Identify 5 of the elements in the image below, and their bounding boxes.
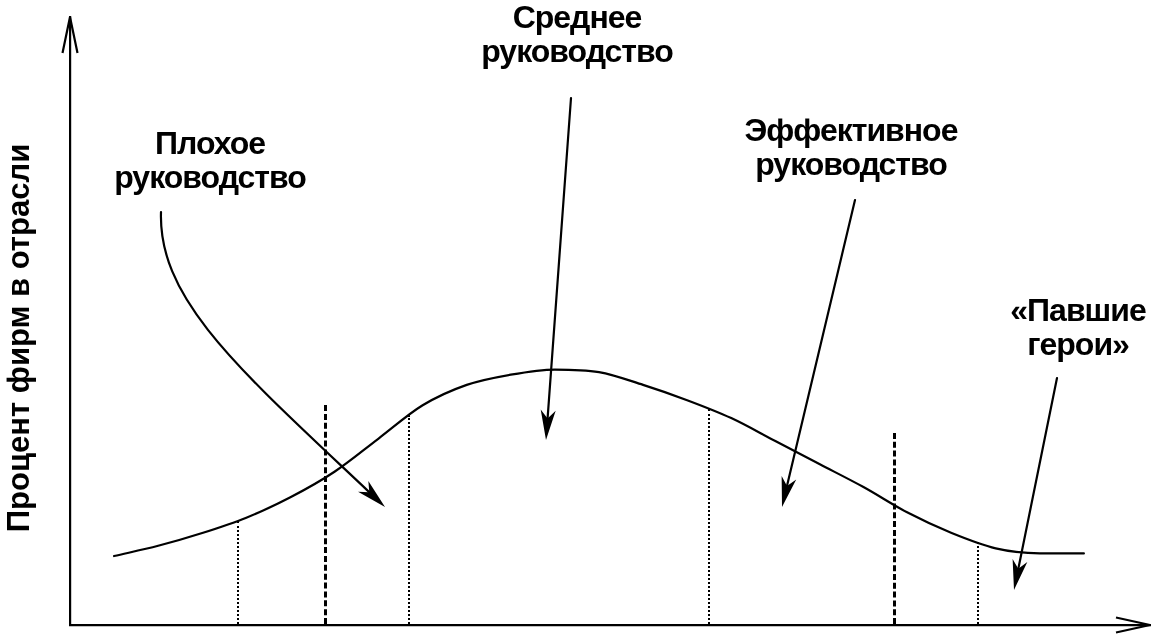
text: Эффективное руководство xyxy=(744,112,958,182)
text: Среднее руководство xyxy=(481,0,673,69)
y-axis-title: Процент фирм в отрасли xyxy=(1,143,36,533)
text: Плохое руководство xyxy=(114,125,306,195)
text: «Павшие герои» xyxy=(1010,292,1146,362)
